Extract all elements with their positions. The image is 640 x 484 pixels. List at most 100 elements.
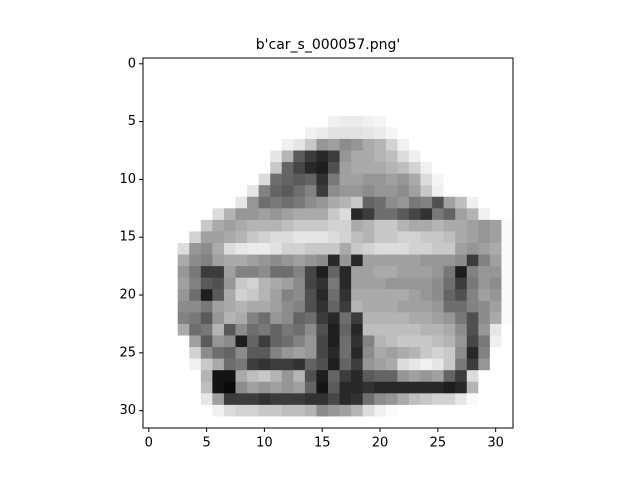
pixel <box>339 254 352 267</box>
pixel <box>443 243 456 255</box>
pixel <box>177 370 190 383</box>
pixel <box>143 150 155 163</box>
pixel <box>351 370 364 383</box>
pixel <box>443 370 456 383</box>
pixel <box>189 127 202 140</box>
pixel <box>293 92 306 105</box>
pixel <box>200 404 213 417</box>
pixel <box>316 173 329 186</box>
pixel <box>501 254 514 267</box>
pixel <box>339 312 352 325</box>
pixel <box>374 404 387 417</box>
pixel <box>351 196 364 209</box>
pixel <box>247 404 260 417</box>
pixel <box>235 393 248 406</box>
pixel <box>362 277 375 290</box>
pixel <box>328 370 340 383</box>
pixel <box>362 323 375 336</box>
pixel <box>351 243 364 255</box>
pixel <box>189 358 202 371</box>
pixel <box>443 92 456 105</box>
pixel <box>328 115 340 128</box>
pixel <box>154 416 167 429</box>
pixel <box>385 115 398 128</box>
pixel <box>328 381 340 394</box>
pixel <box>408 266 421 279</box>
pixel <box>270 92 283 105</box>
pixel <box>489 173 502 186</box>
pixel <box>177 266 190 279</box>
pixel <box>293 381 306 394</box>
pixel <box>478 347 491 360</box>
pixel <box>212 69 225 82</box>
pixel <box>293 69 306 82</box>
pixel <box>501 335 514 348</box>
pixel <box>420 150 433 163</box>
pixel <box>293 358 306 371</box>
pixel <box>316 416 329 429</box>
pixel <box>293 370 306 383</box>
pixel <box>189 81 202 94</box>
pixel <box>385 104 398 117</box>
pixel <box>478 173 491 186</box>
pixel <box>501 300 514 313</box>
pixel <box>385 254 398 267</box>
pixel <box>339 358 352 371</box>
pixel <box>443 277 456 290</box>
pixel <box>143 219 155 232</box>
pixel <box>177 173 190 186</box>
pixel <box>177 104 190 117</box>
pixel <box>351 289 364 302</box>
pixel <box>304 69 317 82</box>
pixel <box>432 289 445 302</box>
pixel <box>247 196 260 209</box>
pixel <box>420 219 433 232</box>
pixel <box>270 196 283 209</box>
x-tick-label: 15 <box>314 436 331 451</box>
pixel <box>385 289 398 302</box>
pixel <box>316 370 329 383</box>
pixel <box>501 81 514 94</box>
pixel <box>166 173 179 186</box>
pixel <box>270 335 283 348</box>
pixel <box>143 58 155 70</box>
pixel <box>223 254 236 267</box>
pixel <box>235 150 248 163</box>
pixel <box>351 358 364 371</box>
pixel <box>385 138 398 151</box>
pixel <box>339 162 352 175</box>
pixel <box>339 150 352 163</box>
pixel <box>212 208 225 221</box>
pixel <box>316 185 329 198</box>
pixel <box>397 115 410 128</box>
pixel <box>374 393 387 406</box>
pixel <box>235 277 248 290</box>
pixel <box>362 254 375 267</box>
pixel <box>154 69 167 82</box>
pixel <box>328 335 340 348</box>
pixel <box>466 300 479 313</box>
pixel <box>362 58 375 70</box>
pixel <box>166 115 179 128</box>
pixel <box>143 266 155 279</box>
pixel <box>420 323 433 336</box>
pixel <box>154 243 167 255</box>
pixel <box>304 335 317 348</box>
pixel <box>478 115 491 128</box>
pixel <box>408 370 421 383</box>
pixel <box>154 231 167 244</box>
pixel <box>281 300 294 313</box>
pixel <box>489 115 502 128</box>
x-tick-label: 25 <box>430 436 447 451</box>
pixel <box>489 277 502 290</box>
pixel <box>304 404 317 417</box>
pixel <box>501 138 514 151</box>
pixel <box>374 254 387 267</box>
pixel <box>177 138 190 151</box>
pixel <box>247 185 260 198</box>
pixel <box>247 416 260 429</box>
pixel <box>293 289 306 302</box>
pixel <box>339 196 352 209</box>
pixel <box>501 219 514 232</box>
pixel <box>293 196 306 209</box>
